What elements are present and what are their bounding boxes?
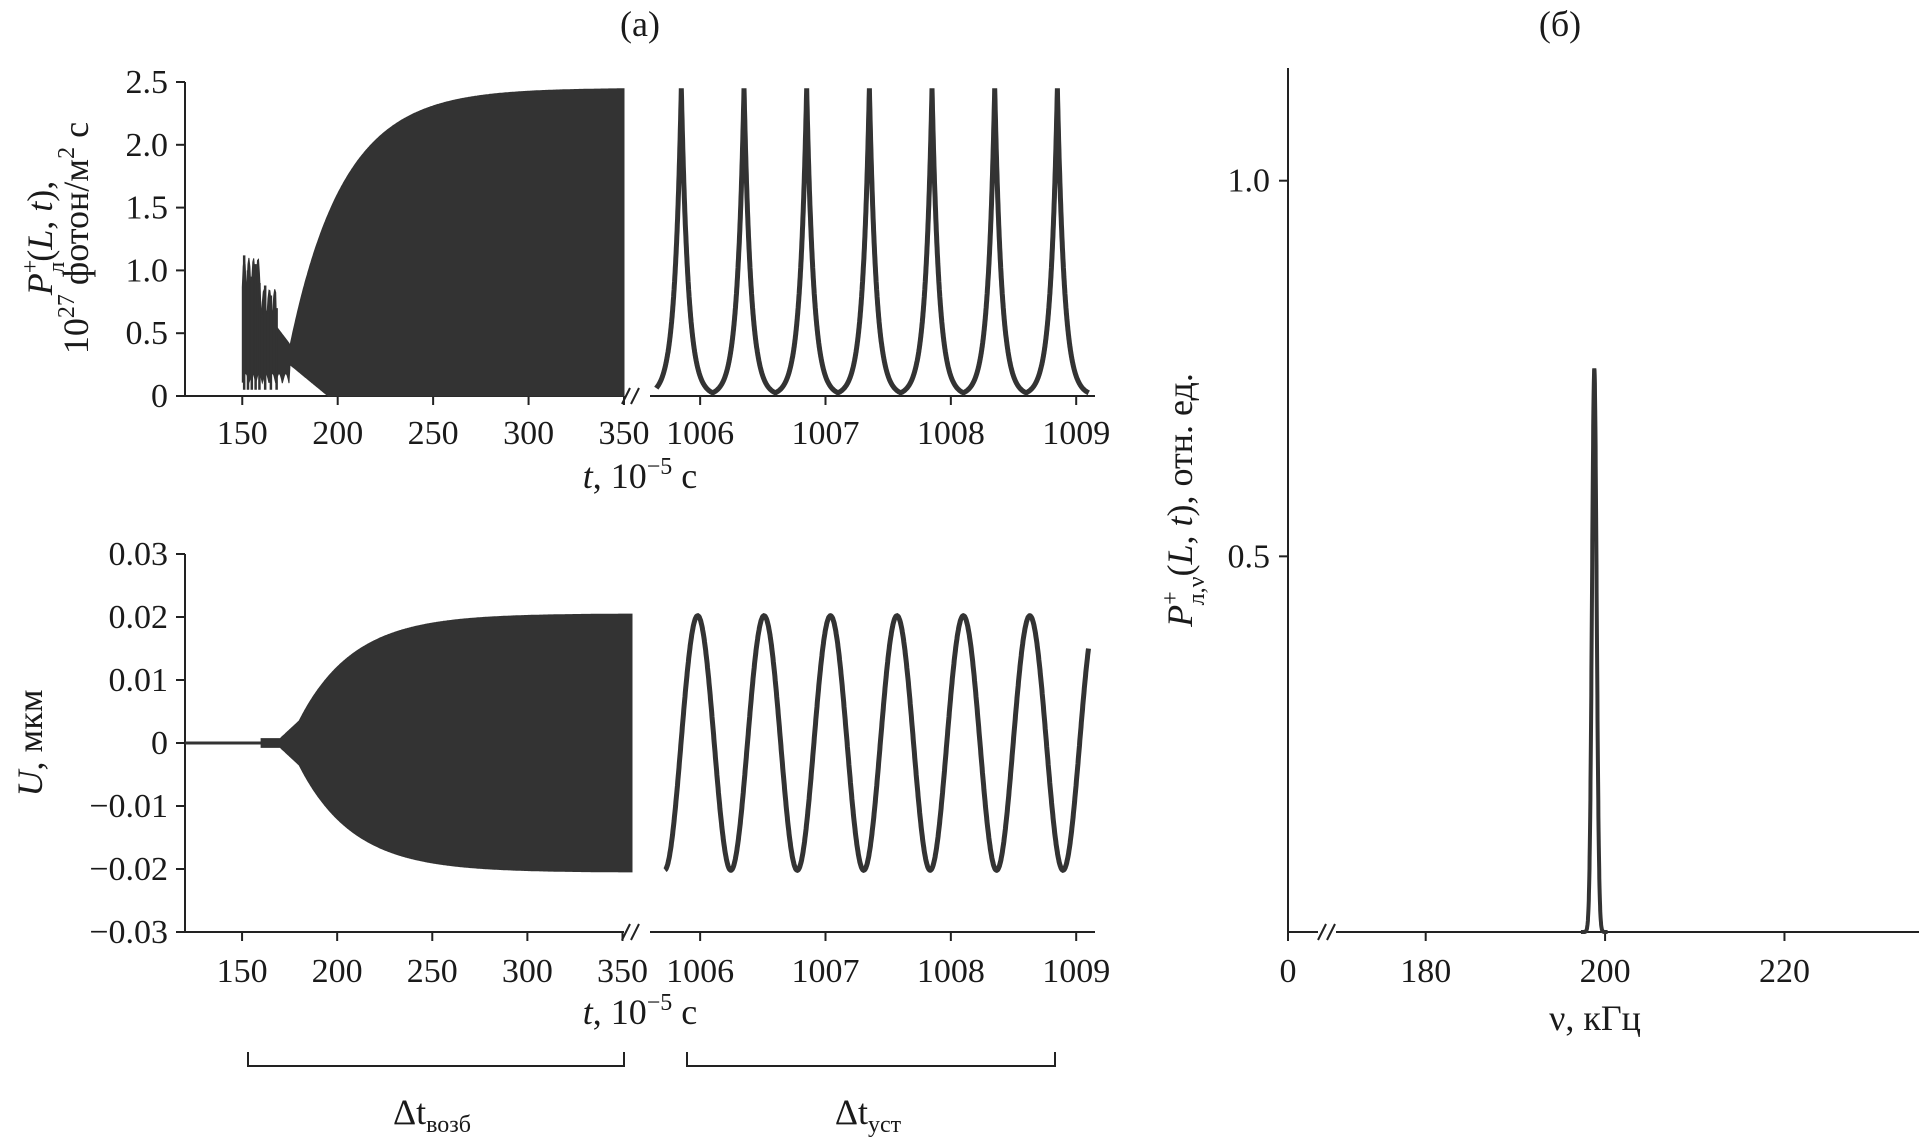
displacement-y-tick-label: 0.03	[109, 536, 169, 573]
power-x-tick-label: 350	[599, 415, 650, 452]
power-x-tick-label: 150	[217, 415, 268, 452]
power-y-tick-label: 1.5	[126, 190, 169, 227]
spectrum-x-tick-label: 200	[1580, 953, 1631, 990]
power-y-tick-label: 2.5	[126, 64, 169, 101]
spectrum-chart: 0.51.0 0 180 200 220 P+л,ν(L, t), отн. ед. …	[1158, 68, 1919, 1038]
displacement-x-tick-label: 1008	[917, 953, 985, 990]
steady-state-interval-label: Δtуст	[835, 1092, 902, 1138]
spectrum-y-tick-label: 0.5	[1228, 538, 1271, 575]
panel-a-label: (а)	[620, 4, 660, 44]
panel-b-label: (б)	[1539, 4, 1581, 44]
displacement-steady-sinusoid	[663, 613, 1091, 873]
power-y-tick-label: 0	[151, 378, 168, 415]
power-x-tick-label: 1007	[791, 415, 859, 452]
displacement-y-label: U, мкм	[10, 689, 50, 796]
power-x-tick-label: 1008	[917, 415, 985, 452]
displacement-y-tick-label: −0.03	[89, 914, 168, 951]
spectrum-x-tick-label: 180	[1400, 953, 1451, 990]
displacement-excitation-envelope	[260, 613, 633, 873]
spectrum-x-tick-label: 0	[1280, 953, 1297, 990]
steady-state-interval-bracket	[686, 1052, 1056, 1067]
displacement-x-tick-label: 1009	[1042, 953, 1110, 990]
spectrum-peak	[1580, 368, 1608, 934]
displacement-chart: 0.03 0.02 0.01 0 −0.01 −0.02 −0.03 150 200 250 30…	[10, 536, 1110, 1138]
spectrum-y-label: P+л,ν(L, t), отн. ед.	[1158, 373, 1210, 628]
power-x-tick-label: 200	[312, 415, 363, 452]
displacement-x-tick-label: 150	[217, 953, 268, 990]
excitation-interval-bracket	[247, 1052, 625, 1067]
power-y-tick-label: 1.0	[126, 252, 169, 289]
power-excitation-envelope	[241, 88, 625, 397]
displacement-x-tick-label: 300	[502, 953, 553, 990]
power-x-label: t, 10−5 с	[583, 454, 698, 496]
displacement-y-tick-label: 0.02	[109, 599, 169, 636]
svg-text:P+л,ν(L, t), отн. ед.: P+л,ν(L, t), отн. ед.	[1158, 373, 1210, 628]
displacement-y-tick-label: 0.01	[109, 662, 169, 699]
displacement-axis-break-mark	[630, 923, 640, 941]
displacement-x-tick-label: 200	[312, 953, 363, 990]
spectrum-x-tick-label: 220	[1759, 953, 1810, 990]
excitation-interval-label: Δtвозб	[393, 1092, 471, 1138]
power-x-tick-label: 1009	[1042, 415, 1110, 452]
displacement-x-tick-label: 250	[407, 953, 458, 990]
displacement-x-tick-label: 1006	[666, 953, 734, 990]
spectrum-axis-break-mark	[1326, 923, 1336, 941]
power-y-tick-label: 0.5	[126, 315, 169, 352]
power-chart: 0 0.5 1.0 1.5 2.0 2.5 150 200 250 300 350 1006 1007…	[18, 64, 1110, 496]
svg-text:1027 фотон/м2 с: 1027 фотон/м2 с	[54, 122, 96, 354]
power-y-label: P+л(L, t), 1027 фотон/м2 с	[18, 122, 96, 354]
power-x-tick-label: 1006	[666, 415, 734, 452]
power-y-tick-label: 2.0	[126, 127, 169, 164]
spectrum-axis-break-mark	[1317, 923, 1327, 941]
displacement-y-tick-label: 0	[151, 725, 168, 762]
spectrum-y-tick-label: 1.0	[1228, 163, 1271, 200]
displacement-y-tick-label: −0.02	[89, 851, 168, 888]
spectrum-x-label: ν, кГц	[1549, 998, 1641, 1038]
displacement-x-tick-label: 1007	[791, 953, 859, 990]
power-x-tick-label: 250	[408, 415, 459, 452]
power-axis-break-mark	[630, 387, 640, 405]
svg-text:U, мкм: U, мкм	[10, 689, 50, 796]
power-steady-spikes	[654, 88, 1090, 396]
svg-text:P+л(L, t),: P+л(L, t),	[18, 181, 70, 297]
displacement-y-tick-label: −0.01	[89, 788, 168, 825]
displacement-x-tick-label: 350	[597, 953, 648, 990]
displacement-x-label: t, 10−5 с	[583, 990, 698, 1032]
power-x-tick-label: 300	[503, 415, 554, 452]
